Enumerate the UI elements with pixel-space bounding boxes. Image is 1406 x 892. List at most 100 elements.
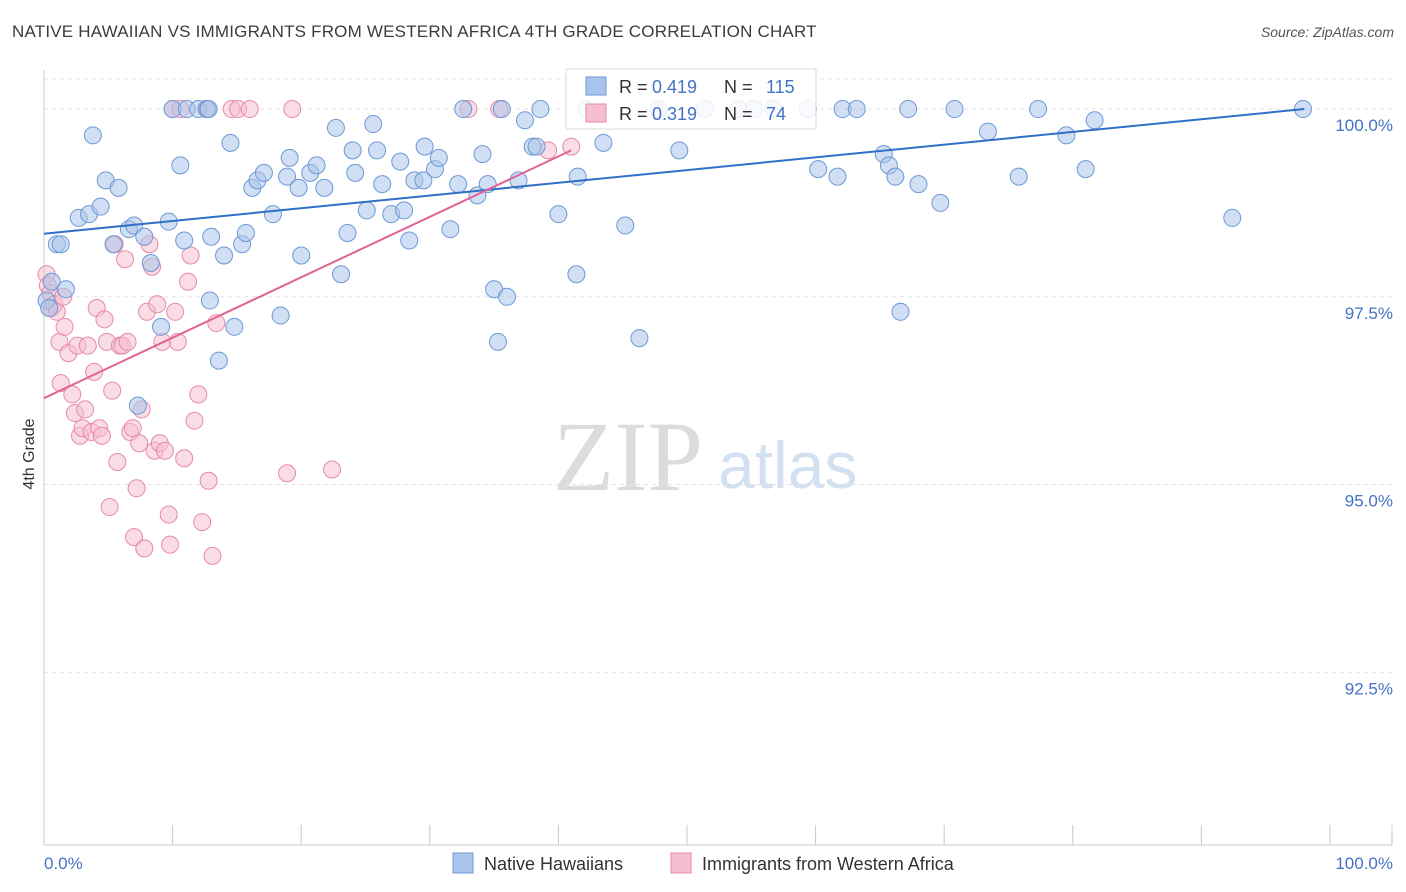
western-africa-point xyxy=(100,498,119,517)
western-africa-point xyxy=(181,246,200,265)
source-credit: Source: ZipAtlas.com xyxy=(1260,24,1394,40)
native-hawaiians-point xyxy=(91,197,110,216)
legend-swatch-western-africa xyxy=(670,852,692,874)
native-hawaiians-point xyxy=(415,137,434,156)
native-hawaiians-point xyxy=(400,231,419,250)
stats-r-label-pink: R = xyxy=(619,104,648,124)
native-hawaiians-point xyxy=(40,299,59,318)
native-hawaiians-point xyxy=(343,141,362,160)
native-hawaiians-point xyxy=(307,156,326,175)
native-hawaiians-point xyxy=(670,141,689,160)
native-hawaiians-point xyxy=(152,317,171,336)
western-africa-point xyxy=(76,400,95,419)
native-hawaiians-point xyxy=(1085,111,1104,130)
stats-swatch-pink xyxy=(585,103,607,123)
native-hawaiians-point xyxy=(135,227,154,246)
western-africa-point xyxy=(78,336,97,355)
native-hawaiians-point xyxy=(449,175,468,194)
chart-title: NATIVE HAWAIIAN VS IMMIGRANTS FROM WESTE… xyxy=(12,22,817,41)
legend-label-native-hawaiians: Native Hawaiians xyxy=(484,854,623,874)
native-hawaiians-point xyxy=(225,317,244,336)
western-africa-point xyxy=(135,539,154,558)
western-africa-point xyxy=(159,505,178,524)
stats-r-label-blue: R = xyxy=(619,77,648,97)
y-tick-label: 92.5% xyxy=(1345,679,1393,698)
western-africa-point xyxy=(166,302,185,321)
western-africa-point xyxy=(125,528,144,547)
native-hawaiians-point xyxy=(497,287,516,306)
stats-n-label-blue: N = xyxy=(724,77,753,97)
native-hawaiians-point xyxy=(616,216,635,235)
western-africa-point xyxy=(148,295,167,314)
native-hawaiians-point xyxy=(263,205,282,224)
western-africa-point xyxy=(55,317,74,336)
native-hawaiians-point xyxy=(221,133,240,152)
western-africa-point xyxy=(185,411,204,430)
western-africa-point xyxy=(562,137,581,156)
native-hawaiians-point xyxy=(886,167,905,186)
western-africa-point xyxy=(175,449,194,468)
native-hawaiians-point xyxy=(515,111,534,130)
western-africa-point xyxy=(92,426,111,445)
native-hawaiians-point xyxy=(828,167,847,186)
western-africa-trend-line xyxy=(43,149,572,400)
native-hawaiians-point xyxy=(42,272,61,291)
native-hawaiians-point xyxy=(271,306,290,325)
stats-n-value-blue: 115 xyxy=(766,77,795,97)
western-africa-point xyxy=(116,250,135,269)
native-hawaiians-point xyxy=(931,193,950,212)
native-hawaiians-point xyxy=(473,145,492,164)
native-hawaiians-point xyxy=(488,332,507,351)
western-africa-point xyxy=(283,100,302,119)
native-hawaiians-point xyxy=(109,178,128,197)
western-africa-point xyxy=(323,460,342,479)
western-africa-point xyxy=(189,385,208,404)
native-hawaiians-point xyxy=(891,302,910,321)
western-africa-point xyxy=(240,100,259,119)
native-hawaiians-point xyxy=(209,351,228,370)
y-tick-labels: 100.0% 97.5% 95.0% 92.5% xyxy=(1335,116,1393,698)
x-tick-label-min: 0.0% xyxy=(44,854,83,873)
native-hawaiians-point xyxy=(630,329,649,348)
native-hawaiians-point xyxy=(292,246,311,265)
series-legend: Native Hawaiians Immigrants from Western… xyxy=(452,852,955,874)
western-africa-point xyxy=(193,513,212,532)
native-hawaiians-point xyxy=(199,100,218,119)
native-hawaiians-point xyxy=(909,175,928,194)
watermark: ZIP atlas xyxy=(553,401,857,512)
native-hawaiians-point xyxy=(83,126,102,145)
native-hawaiians-point xyxy=(809,160,828,179)
native-hawaiians-point xyxy=(254,163,273,182)
native-hawaiians-point xyxy=(278,167,297,186)
stats-n-label-pink: N = xyxy=(724,104,753,124)
native-hawaiians-trend-line xyxy=(43,108,1305,235)
native-hawaiians-point xyxy=(1009,167,1028,186)
stats-r-value-blue: 0.419 xyxy=(652,77,697,97)
stats-legend: R = 0.419 N = 115 R = 0.319 N = 74 xyxy=(565,68,817,130)
western-africa-point xyxy=(118,332,137,351)
native-hawaiians-point xyxy=(454,100,473,119)
native-hawaiians-point xyxy=(175,231,194,250)
native-hawaiians-point xyxy=(338,223,357,242)
native-hawaiians-point xyxy=(594,133,613,152)
native-hawaiians-point xyxy=(332,265,351,284)
stats-r-value-pink: 0.319 xyxy=(652,104,697,124)
western-africa-point xyxy=(123,419,142,438)
native-hawaiians-point xyxy=(373,175,392,194)
legend-swatch-native-hawaiians xyxy=(452,852,474,874)
series-native-hawaiians-points xyxy=(37,100,1312,415)
native-hawaiians-point xyxy=(368,141,387,160)
legend-label-western-africa: Immigrants from Western Africa xyxy=(702,854,955,874)
native-hawaiians-point xyxy=(414,171,433,190)
western-africa-point xyxy=(127,479,146,498)
native-hawaiians-point xyxy=(202,227,221,246)
native-hawaiians-point xyxy=(567,265,586,284)
native-hawaiians-point xyxy=(391,152,410,171)
native-hawaiians-point xyxy=(51,235,70,254)
native-hawaiians-point xyxy=(899,100,918,119)
native-hawaiians-point xyxy=(236,223,255,242)
native-hawaiians-point xyxy=(1029,100,1048,119)
native-hawaiians-point xyxy=(280,148,299,167)
western-africa-point xyxy=(103,381,122,400)
